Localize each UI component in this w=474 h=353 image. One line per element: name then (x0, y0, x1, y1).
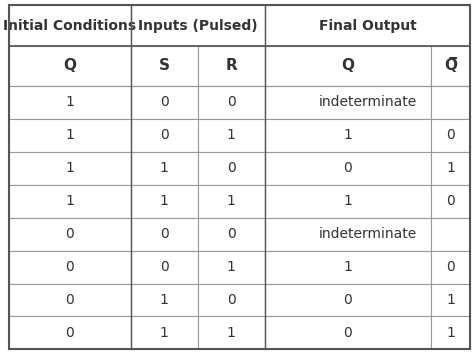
Bar (431, 251, 470, 283)
Bar (131, 185, 198, 217)
Bar (9, 185, 131, 217)
Bar (431, 151, 470, 185)
Text: 0: 0 (446, 194, 455, 208)
Bar (198, 317, 265, 349)
Text: 1: 1 (446, 326, 455, 340)
Text: indeterminate: indeterminate (319, 227, 417, 241)
Text: Initial Conditions: Initial Conditions (3, 19, 136, 33)
Text: 1: 1 (446, 293, 455, 307)
Text: 0: 0 (160, 260, 169, 274)
Bar (131, 5, 265, 46)
Text: 0: 0 (227, 227, 236, 241)
Bar (9, 5, 131, 46)
Text: 1: 1 (344, 128, 352, 142)
Text: indeterminate: indeterminate (319, 95, 417, 109)
Bar (131, 86, 198, 119)
Bar (431, 119, 470, 151)
Bar (131, 251, 198, 283)
Bar (131, 217, 198, 251)
Bar (265, 46, 431, 86)
Text: 1: 1 (227, 194, 236, 208)
Text: 1: 1 (65, 161, 74, 175)
Text: 0: 0 (344, 161, 352, 175)
Bar (9, 251, 131, 283)
Bar (431, 283, 470, 317)
Bar (431, 217, 470, 251)
Text: 1: 1 (160, 194, 169, 208)
Bar (198, 251, 265, 283)
Bar (265, 283, 431, 317)
Bar (265, 251, 431, 283)
Bar (265, 317, 431, 349)
Bar (265, 185, 431, 217)
Text: 1: 1 (160, 161, 169, 175)
Bar (431, 317, 470, 349)
Text: 0: 0 (227, 161, 236, 175)
Text: 0: 0 (65, 260, 74, 274)
Text: 0: 0 (446, 260, 455, 274)
Bar (198, 283, 265, 317)
Bar (431, 86, 470, 119)
Bar (198, 151, 265, 185)
Bar (9, 46, 131, 86)
Text: Q̅: Q̅ (444, 59, 457, 73)
Text: 1: 1 (227, 326, 236, 340)
Bar (198, 46, 265, 86)
Bar (265, 86, 431, 119)
Text: 0: 0 (160, 227, 169, 241)
Bar (131, 151, 198, 185)
Text: 1: 1 (227, 260, 236, 274)
Text: 0: 0 (344, 293, 352, 307)
Bar (198, 185, 265, 217)
Bar (198, 217, 265, 251)
Bar (265, 217, 431, 251)
Bar (431, 185, 470, 217)
Text: Final Output: Final Output (319, 19, 416, 33)
Bar (431, 46, 470, 86)
Bar (265, 119, 431, 151)
Bar (9, 86, 131, 119)
Text: 1: 1 (446, 161, 455, 175)
Bar (265, 151, 431, 185)
Text: 0: 0 (344, 326, 352, 340)
Text: Q: Q (341, 59, 355, 73)
Bar (131, 317, 198, 349)
Bar (131, 283, 198, 317)
Text: S: S (159, 59, 170, 73)
Text: 0: 0 (65, 293, 74, 307)
Text: 0: 0 (65, 227, 74, 241)
Bar (131, 119, 198, 151)
Bar (9, 283, 131, 317)
Text: 1: 1 (65, 194, 74, 208)
Bar (9, 119, 131, 151)
Text: 1: 1 (65, 128, 74, 142)
Text: 0: 0 (446, 128, 455, 142)
Text: Q: Q (63, 59, 76, 73)
Text: 0: 0 (227, 95, 236, 109)
Bar (198, 86, 265, 119)
Text: 0: 0 (160, 128, 169, 142)
Text: 0: 0 (227, 293, 236, 307)
Bar (131, 46, 198, 86)
Bar (265, 5, 470, 46)
Text: 1: 1 (344, 194, 352, 208)
Text: 1: 1 (65, 95, 74, 109)
Text: 1: 1 (160, 326, 169, 340)
Text: 0: 0 (65, 326, 74, 340)
Bar (9, 151, 131, 185)
Text: 1: 1 (160, 293, 169, 307)
Text: 1: 1 (227, 128, 236, 142)
Bar (9, 217, 131, 251)
Text: R: R (226, 59, 237, 73)
Bar (198, 119, 265, 151)
Text: Inputs (Pulsed): Inputs (Pulsed) (138, 19, 258, 33)
Text: 0: 0 (160, 95, 169, 109)
Bar (9, 317, 131, 349)
Text: 1: 1 (344, 260, 352, 274)
